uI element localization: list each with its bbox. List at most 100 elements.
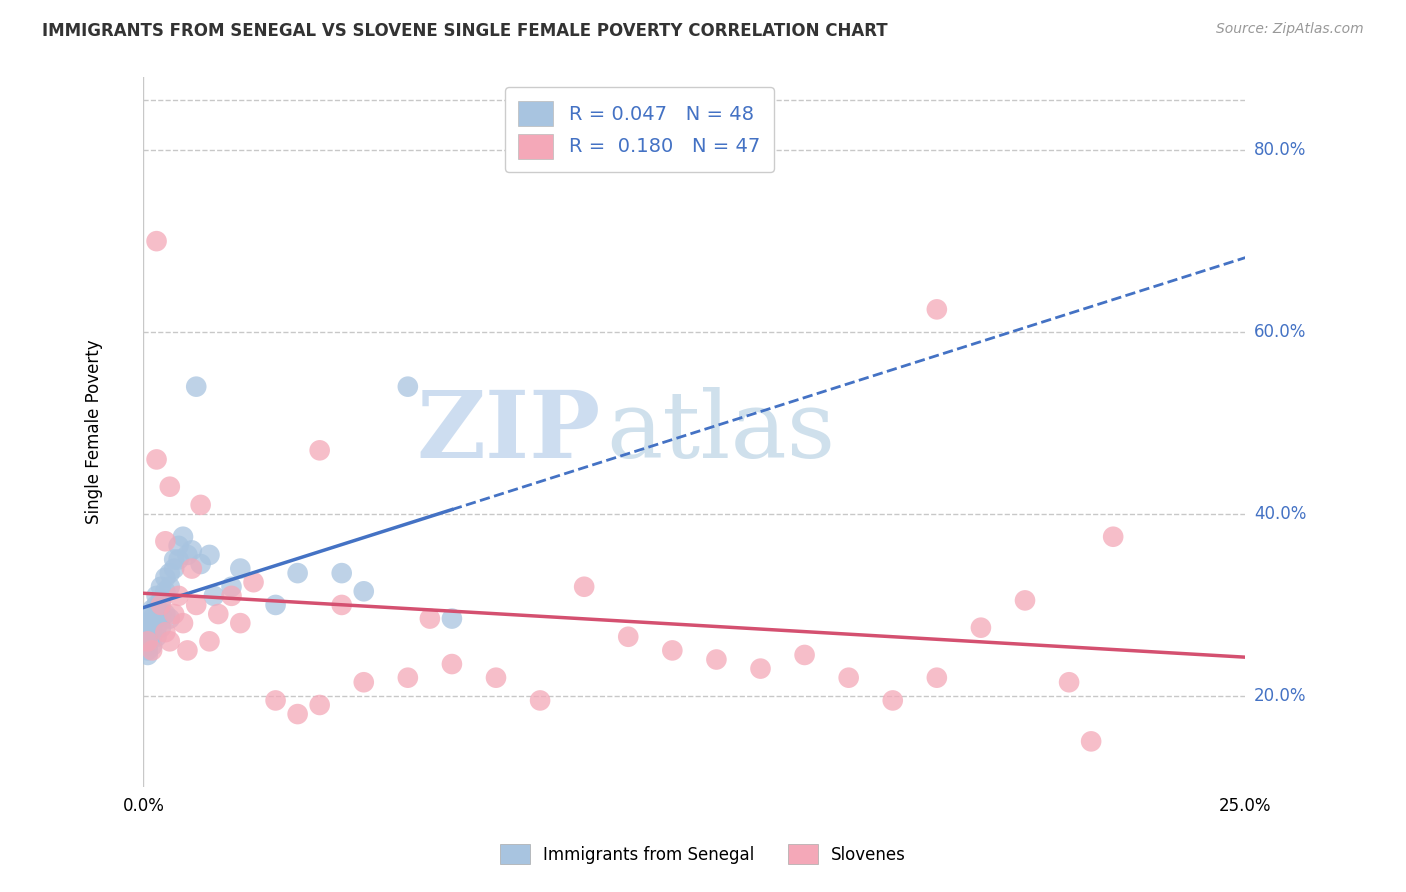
Point bbox=[1102, 530, 1125, 544]
Point bbox=[264, 693, 287, 707]
Text: ZIP: ZIP bbox=[416, 387, 600, 477]
Point bbox=[396, 379, 419, 393]
Point bbox=[159, 634, 181, 648]
Point bbox=[149, 598, 172, 612]
Point bbox=[172, 616, 194, 631]
Point bbox=[396, 671, 419, 685]
Point bbox=[136, 634, 159, 648]
Point bbox=[167, 539, 190, 553]
Point bbox=[198, 634, 221, 648]
Point bbox=[136, 643, 159, 657]
Point bbox=[141, 602, 163, 616]
Point bbox=[141, 643, 163, 657]
Point bbox=[149, 607, 172, 621]
Point bbox=[163, 552, 186, 566]
Point bbox=[159, 480, 181, 494]
Point bbox=[242, 575, 264, 590]
Point bbox=[793, 648, 815, 662]
Point bbox=[308, 443, 330, 458]
Point bbox=[141, 630, 163, 644]
Point bbox=[190, 498, 212, 512]
Point bbox=[136, 625, 159, 640]
Point bbox=[155, 571, 177, 585]
Point bbox=[529, 693, 551, 707]
Point bbox=[145, 611, 167, 625]
Point bbox=[440, 611, 463, 625]
Point bbox=[198, 548, 221, 562]
Point bbox=[159, 566, 181, 580]
Point bbox=[145, 621, 167, 635]
Point bbox=[440, 657, 463, 671]
Point bbox=[149, 580, 172, 594]
Point bbox=[485, 671, 508, 685]
Point bbox=[172, 530, 194, 544]
Point bbox=[141, 607, 163, 621]
Point bbox=[136, 630, 159, 644]
Point bbox=[419, 611, 441, 625]
Legend: R = 0.047   N = 48, R =  0.180   N = 47: R = 0.047 N = 48, R = 0.180 N = 47 bbox=[505, 87, 773, 172]
Point bbox=[207, 607, 229, 621]
Point bbox=[287, 566, 309, 580]
Point bbox=[838, 671, 860, 685]
Point bbox=[136, 639, 159, 653]
Point bbox=[145, 598, 167, 612]
Point bbox=[176, 643, 198, 657]
Text: IMMIGRANTS FROM SENEGAL VS SLOVENE SINGLE FEMALE POVERTY CORRELATION CHART: IMMIGRANTS FROM SENEGAL VS SLOVENE SINGL… bbox=[42, 22, 887, 40]
Point bbox=[287, 707, 309, 722]
Point bbox=[141, 639, 163, 653]
Point bbox=[1080, 734, 1102, 748]
Point bbox=[308, 698, 330, 712]
Point bbox=[149, 593, 172, 607]
Point bbox=[882, 693, 904, 707]
Point bbox=[167, 589, 190, 603]
Point bbox=[264, 598, 287, 612]
Point bbox=[145, 630, 167, 644]
Point bbox=[190, 557, 212, 571]
Text: Single Female Poverty: Single Female Poverty bbox=[84, 340, 103, 524]
Point bbox=[136, 621, 159, 635]
Point bbox=[661, 643, 683, 657]
Point bbox=[617, 630, 640, 644]
Text: 40.0%: 40.0% bbox=[1254, 505, 1306, 523]
Point bbox=[186, 379, 208, 393]
Point bbox=[970, 621, 993, 635]
Point bbox=[136, 616, 159, 631]
Point bbox=[330, 566, 353, 580]
Point bbox=[572, 580, 595, 594]
Point bbox=[159, 580, 181, 594]
Point bbox=[149, 621, 172, 635]
Point bbox=[136, 648, 159, 662]
Point bbox=[202, 589, 225, 603]
Point bbox=[167, 552, 190, 566]
Point bbox=[186, 598, 208, 612]
Point bbox=[145, 234, 167, 248]
Point bbox=[1057, 675, 1080, 690]
Point bbox=[159, 611, 181, 625]
Point bbox=[145, 452, 167, 467]
Point bbox=[155, 534, 177, 549]
Point bbox=[176, 548, 198, 562]
Point bbox=[229, 561, 252, 575]
Point bbox=[155, 625, 177, 640]
Point bbox=[706, 652, 728, 666]
Point bbox=[749, 662, 772, 676]
Point bbox=[221, 580, 243, 594]
Point bbox=[163, 607, 186, 621]
Text: 20.0%: 20.0% bbox=[1254, 687, 1306, 705]
Point bbox=[145, 589, 167, 603]
Point bbox=[180, 543, 202, 558]
Point bbox=[229, 616, 252, 631]
Point bbox=[155, 584, 177, 599]
Point bbox=[141, 611, 163, 625]
Legend: Immigrants from Senegal, Slovenes: Immigrants from Senegal, Slovenes bbox=[494, 838, 912, 871]
Point bbox=[925, 302, 948, 317]
Text: 80.0%: 80.0% bbox=[1254, 141, 1306, 159]
Point bbox=[353, 675, 375, 690]
Point bbox=[136, 634, 159, 648]
Text: atlas: atlas bbox=[606, 387, 835, 477]
Point bbox=[155, 607, 177, 621]
Text: Source: ZipAtlas.com: Source: ZipAtlas.com bbox=[1216, 22, 1364, 37]
Point bbox=[1014, 593, 1036, 607]
Point bbox=[180, 561, 202, 575]
Point bbox=[925, 671, 948, 685]
